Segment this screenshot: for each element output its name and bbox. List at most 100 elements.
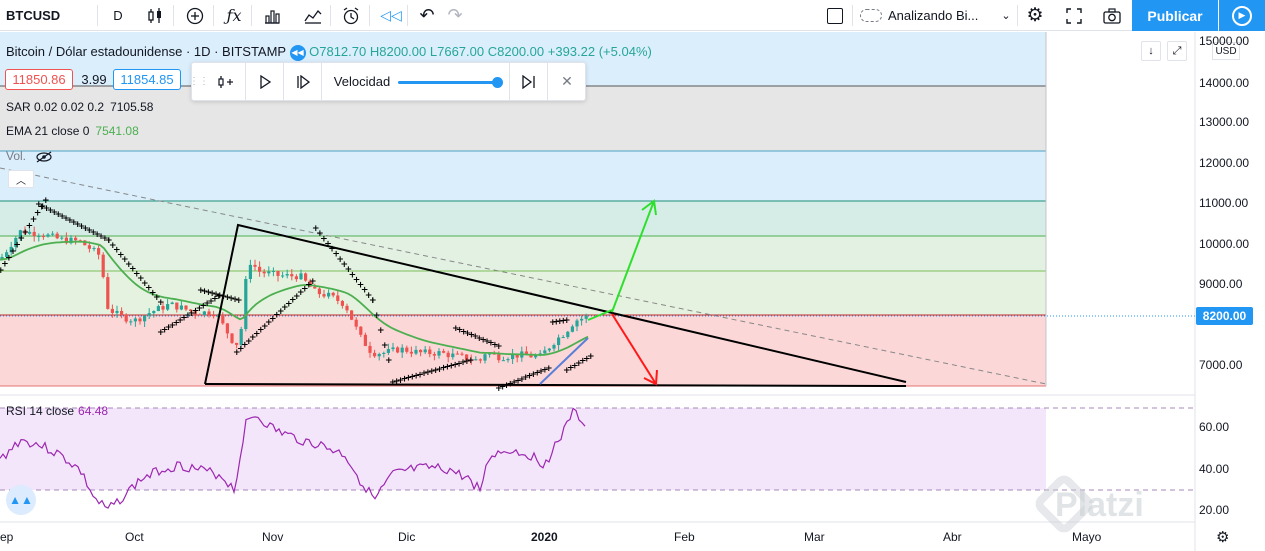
jump-to-realtime-icon[interactable] bbox=[512, 63, 546, 100]
candle-body bbox=[248, 264, 252, 280]
sar-point: + bbox=[389, 378, 397, 388]
bar-chart-icon[interactable] bbox=[257, 0, 287, 31]
axis-settings-icon[interactable]: ⚙ bbox=[1216, 529, 1230, 546]
sar-point: + bbox=[510, 378, 518, 388]
ema-legend[interactable]: EMA 21 close 0 7541.08 bbox=[6, 124, 139, 138]
candle-body bbox=[368, 345, 372, 353]
auto-scale-icon[interactable]: ⤢ bbox=[1167, 41, 1187, 61]
sar-point: + bbox=[169, 321, 177, 331]
interval-button[interactable]: D bbox=[113, 8, 123, 23]
select-bar-icon[interactable] bbox=[210, 63, 242, 100]
candle-body bbox=[152, 311, 156, 314]
sar-point: + bbox=[514, 376, 522, 386]
candle-body bbox=[354, 319, 358, 327]
speed-slider-track[interactable] bbox=[398, 81, 498, 84]
candle-body bbox=[87, 245, 91, 249]
redo-icon[interactable]: ↷ bbox=[447, 5, 463, 25]
alarm-icon[interactable] bbox=[336, 0, 366, 31]
sar-point: + bbox=[281, 303, 289, 313]
play-icon: ▶ bbox=[1232, 5, 1252, 26]
play-icon[interactable] bbox=[248, 63, 282, 100]
rsi-legend[interactable]: RSI 14 close 64.48 bbox=[6, 404, 108, 418]
fullscreen-icon[interactable] bbox=[1059, 0, 1089, 31]
publish-arrow-button[interactable]: ▶ bbox=[1219, 0, 1265, 31]
gear-icon[interactable]: ⚙ bbox=[1026, 5, 1044, 26]
checkbox-icon[interactable] bbox=[820, 0, 850, 31]
candle-body bbox=[377, 353, 381, 357]
fx-icon[interactable]: ƒx bbox=[226, 6, 242, 25]
sar-point: + bbox=[141, 279, 149, 289]
sar-point: + bbox=[328, 245, 336, 255]
sar-point: + bbox=[13, 241, 21, 251]
rsi-label: RSI 14 close bbox=[6, 404, 75, 418]
candle-body bbox=[515, 354, 519, 358]
replay-icon[interactable]: ◀◀ bbox=[289, 44, 306, 61]
buy-price-button[interactable]: 11854.85 bbox=[113, 69, 181, 90]
sell-price-button[interactable]: 11850.86 bbox=[5, 69, 73, 90]
sar-point: + bbox=[285, 299, 293, 309]
candle-body bbox=[575, 320, 579, 327]
sar-point: + bbox=[560, 317, 568, 327]
candle-body bbox=[276, 270, 280, 276]
candle-body bbox=[9, 246, 13, 253]
volume-legend[interactable]: Vol. bbox=[6, 149, 53, 163]
camera-icon[interactable] bbox=[1097, 0, 1127, 31]
symbol-search[interactable]: BTCUSD bbox=[6, 8, 61, 23]
dashed-trendline bbox=[0, 167, 1047, 385]
time-tick: Abr bbox=[943, 530, 962, 544]
time-tick: ep bbox=[0, 530, 14, 544]
candle-body bbox=[262, 271, 266, 274]
compare-icon[interactable] bbox=[298, 0, 328, 31]
sar-point: + bbox=[320, 234, 328, 244]
candles-icon[interactable] bbox=[140, 0, 170, 31]
time-tick: Feb bbox=[674, 530, 695, 544]
rewind-icon[interactable]: ◁◁ bbox=[380, 7, 402, 23]
chart-legend: Bitcoin / Dólar estadounidense · 1D · BI… bbox=[6, 44, 652, 61]
sar-point: + bbox=[149, 288, 157, 298]
candle-body bbox=[386, 349, 390, 353]
sar-point: + bbox=[93, 230, 101, 240]
toolbar-divider bbox=[330, 5, 331, 26]
sar-point: + bbox=[365, 291, 373, 301]
plus-circle-icon[interactable] bbox=[180, 0, 210, 31]
candle-body bbox=[437, 351, 441, 356]
chevron-down-icon[interactable]: ⌄ bbox=[1001, 10, 1011, 22]
rsi-tick: 20.00 bbox=[1199, 503, 1230, 517]
sar-point: + bbox=[172, 318, 180, 328]
candle-body bbox=[483, 354, 487, 361]
sar-point: + bbox=[201, 287, 209, 297]
undo-icon[interactable]: ↶ bbox=[419, 5, 435, 25]
publish-button[interactable]: Publicar bbox=[1132, 0, 1218, 31]
price-tick: 13000.00 bbox=[1199, 115, 1250, 129]
sar-point: + bbox=[349, 270, 357, 280]
candle-body bbox=[396, 347, 400, 353]
candle-body bbox=[184, 305, 188, 310]
candle-body bbox=[308, 280, 312, 287]
candle-body bbox=[345, 305, 349, 311]
layout-selector[interactable]: Analizando Bi... bbox=[860, 0, 1020, 31]
speed-slider-handle[interactable] bbox=[492, 77, 503, 88]
sar-point: + bbox=[341, 260, 349, 270]
candle-body bbox=[69, 237, 73, 244]
eye-hidden-icon[interactable] bbox=[35, 151, 53, 163]
sar-point: + bbox=[1, 260, 9, 270]
chevron-up-icon[interactable]: ︿ bbox=[8, 170, 34, 188]
sar-point: + bbox=[82, 224, 90, 234]
tradingview-logo-icon[interactable]: ▲▲ bbox=[6, 485, 36, 515]
candle-body bbox=[51, 233, 55, 235]
price-tick: 9000.00 bbox=[1199, 277, 1243, 291]
arrow-down-icon[interactable]: ↓ bbox=[1141, 41, 1161, 61]
sar-legend[interactable]: SAR 0.02 0.02 0.2 7105.58 bbox=[6, 100, 153, 114]
step-forward-icon[interactable] bbox=[286, 63, 320, 100]
currency-label[interactable]: USD bbox=[1212, 42, 1240, 60]
ohlc-low: L7667.00 bbox=[429, 44, 485, 59]
close-icon[interactable]: ✕ bbox=[561, 73, 573, 89]
sar-point: + bbox=[575, 359, 583, 369]
sar-point: + bbox=[491, 340, 499, 350]
time-tick: Oct bbox=[125, 530, 144, 544]
sar-point: + bbox=[475, 334, 483, 344]
replay-divider bbox=[283, 63, 284, 100]
drag-handle-icon[interactable]: ⋮⋮ bbox=[189, 76, 209, 87]
sar-point: + bbox=[265, 318, 273, 328]
